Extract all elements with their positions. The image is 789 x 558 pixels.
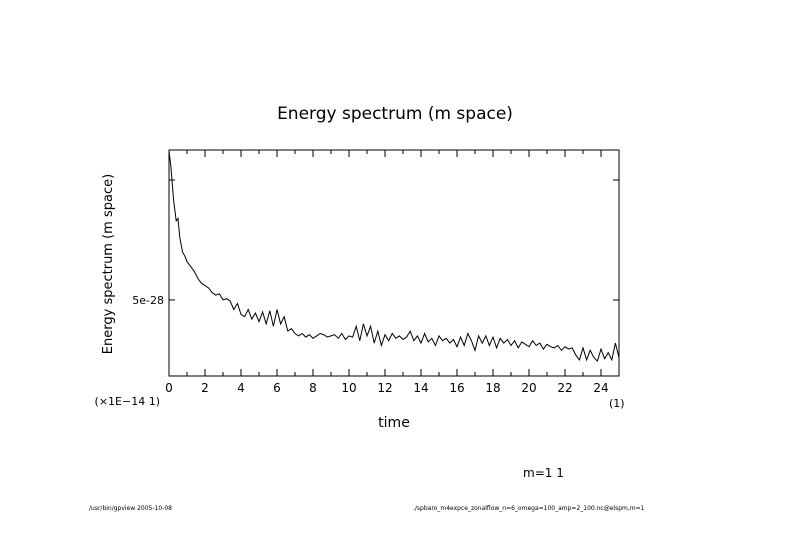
chart-title: Energy spectrum (m space) bbox=[277, 104, 513, 124]
x-tick-label: 18 bbox=[485, 381, 500, 395]
x-tick-label: 4 bbox=[237, 381, 245, 395]
x-tick-label: 20 bbox=[521, 381, 536, 395]
x-tick-label: 6 bbox=[273, 381, 281, 395]
plot-frame bbox=[168, 149, 620, 377]
x-tick-label: 8 bbox=[309, 381, 317, 395]
x-tick-label: 10 bbox=[341, 381, 356, 395]
x-unit-note: (1) bbox=[609, 397, 625, 410]
x-tick-label: 14 bbox=[413, 381, 428, 395]
legend-label: m=1 1 bbox=[523, 466, 564, 480]
x-tick-label: 2 bbox=[201, 381, 209, 395]
x-axis-label: time bbox=[378, 415, 410, 431]
series-line-m1 bbox=[168, 151, 620, 363]
y-axis-label: Energy spectrum (m space) bbox=[101, 174, 116, 354]
x-tick-label: 12 bbox=[377, 381, 392, 395]
axis-ticks bbox=[168, 150, 620, 376]
footer-right: ./spbaro_m4expce_zonalflow_n=6_omega=100… bbox=[413, 505, 645, 512]
y-scale-note: (×1E−14 1) bbox=[95, 395, 160, 408]
y-tick-label-5e-28: 5e-28 bbox=[132, 294, 164, 307]
x-tick-label: 22 bbox=[557, 381, 572, 395]
x-tick-label: 24 bbox=[593, 381, 608, 395]
footer-left: /usr/bin/gpview 2005-10-08 bbox=[89, 505, 172, 512]
x-tick-label: 0 bbox=[165, 381, 173, 395]
x-tick-labels: 0 2 4 6 8 10 12 14 16 18 20 22 24 bbox=[165, 381, 608, 395]
x-tick-label: 16 bbox=[449, 381, 464, 395]
